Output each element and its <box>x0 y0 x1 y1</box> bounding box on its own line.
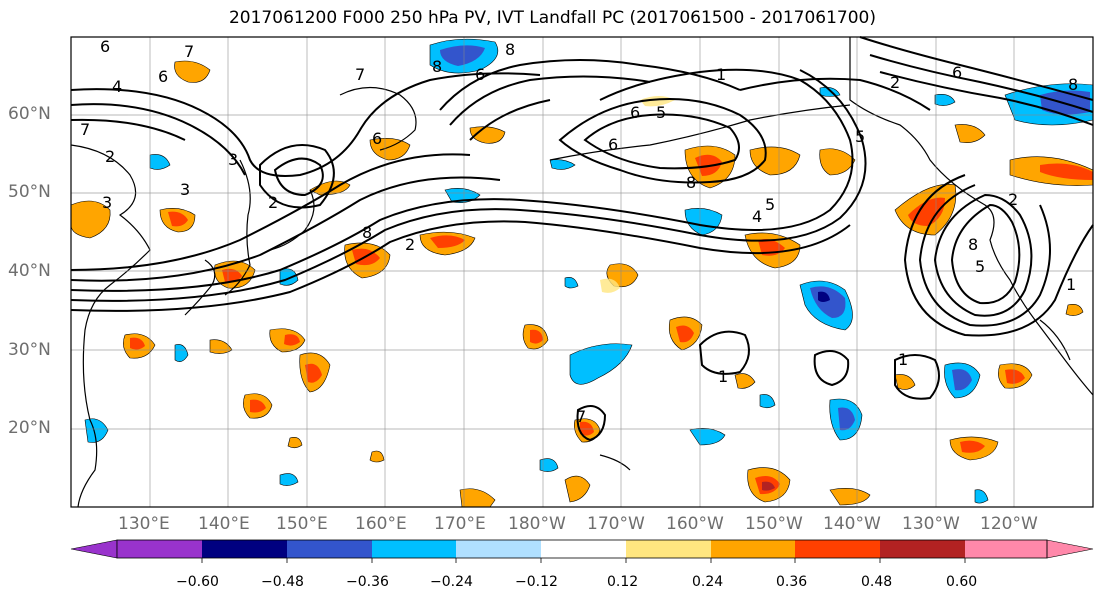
contour-label: 6 <box>475 65 485 84</box>
lon-label-120w: 120°W <box>980 514 1038 534</box>
colorbar-extend-max <box>1046 539 1094 559</box>
lat-label-60n: 60°N <box>8 104 51 124</box>
colorbar-extend-min <box>70 539 118 559</box>
contour-label: 1 <box>1066 275 1076 294</box>
contour-label: 2 <box>268 193 278 212</box>
contour-label: 7 <box>576 407 586 426</box>
contour-label: 5 <box>656 103 666 122</box>
colorbar-tick-label: 0.48 <box>861 574 893 590</box>
contour-label: 2 <box>405 235 415 254</box>
lon-label-140w: 140°W <box>823 514 881 534</box>
contour-label: 4 <box>112 77 122 96</box>
lat-label-50n: 50°N <box>8 182 51 202</box>
lat-label-40n: 40°N <box>8 261 51 281</box>
lon-label-150w: 150°W <box>745 514 803 534</box>
lon-label-130e: 130°E <box>118 514 170 534</box>
colorbar-tick-label: 0.36 <box>776 574 808 590</box>
lon-label-160w: 160°W <box>666 514 724 534</box>
lon-label-180w: 180°W <box>508 514 566 534</box>
contour-labels: 6 7 6 4 7 2 3 3 2 3 7 8 6 8 6 8 2 1 6 5 … <box>80 37 1078 426</box>
contour-label: 7 <box>184 42 194 61</box>
contour-label: 7 <box>80 120 90 139</box>
map-title: 2017061200 F000 250 hPa PV, IVT Landfall… <box>228 8 876 28</box>
contour-label: 6 <box>608 135 618 154</box>
contour-label: 8 <box>968 235 978 254</box>
lon-label-130w: 130°W <box>902 514 960 534</box>
lat-label-30n: 30°N <box>8 340 51 360</box>
contour-label: 8 <box>432 57 442 76</box>
colorbar-tick-label: −0.36 <box>346 574 389 590</box>
contour-label: 3 <box>102 193 112 212</box>
contour-label: 6 <box>630 103 640 122</box>
contour-label: 6 <box>158 67 168 86</box>
contour-label: 6 <box>952 63 962 82</box>
colorbar-tick-label: 0.24 <box>692 574 724 590</box>
lon-label-170w: 170°W <box>587 514 645 534</box>
colorbar-tick-label: −0.12 <box>515 574 558 590</box>
contour-label: 1 <box>718 367 728 386</box>
contour-label: 2 <box>1008 190 1018 209</box>
colorbar-tick-label: −0.24 <box>430 574 473 590</box>
contour-label: 8 <box>505 40 515 59</box>
contour-label: 6 <box>100 37 110 56</box>
lat-label-20n: 20°N <box>8 418 51 438</box>
contour-label: 8 <box>686 173 696 192</box>
lon-label-150e: 150°E <box>276 514 328 534</box>
map-frame <box>70 36 1094 508</box>
lon-label-140e: 140°E <box>198 514 250 534</box>
contour-label: 6 <box>372 129 382 148</box>
contour-label: 4 <box>752 207 762 226</box>
contour-label: 5 <box>975 257 985 276</box>
contour-label: 2 <box>105 147 115 166</box>
colorbar-tick-label: −0.60 <box>176 574 219 590</box>
graticule <box>71 37 1093 507</box>
contour-label: 8 <box>1068 75 1078 94</box>
contour-label: 1 <box>898 350 908 369</box>
pv-contours <box>70 36 1094 442</box>
lon-label-160e: 160°E <box>355 514 407 534</box>
contour-label: 5 <box>765 195 775 214</box>
colorbar-tick-label: −0.48 <box>261 574 304 590</box>
contour-label: 7 <box>355 65 365 84</box>
colorbar-tick-label: 0.60 <box>946 574 978 590</box>
contour-label: 3 <box>180 180 190 199</box>
contour-label: 3 <box>228 150 238 169</box>
colorbar-tick-label: 0.12 <box>607 574 639 590</box>
lon-label-170e: 170°E <box>434 514 486 534</box>
contour-label: 8 <box>362 223 372 242</box>
contour-label: 1 <box>716 65 726 84</box>
contour-label: 5 <box>855 127 865 146</box>
colorbar <box>70 539 1094 563</box>
contour-label: 2 <box>890 73 900 92</box>
